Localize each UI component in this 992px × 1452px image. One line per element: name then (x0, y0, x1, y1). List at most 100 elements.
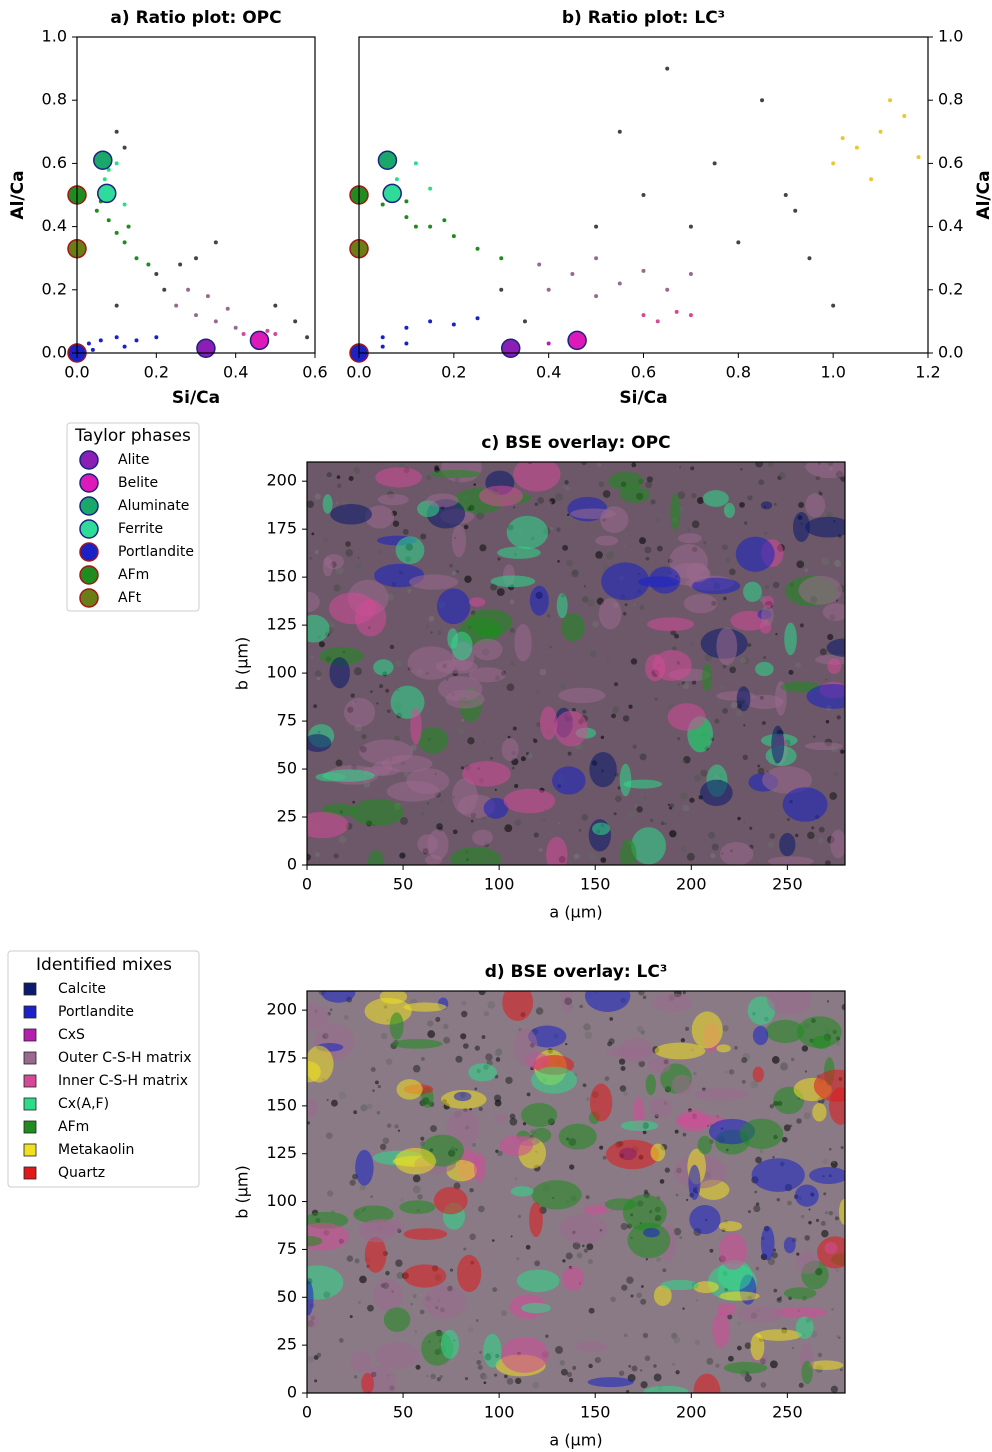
phase-region (712, 1311, 730, 1348)
chart-title: c) BSE overlay: OPC (481, 433, 670, 453)
bse-speckle (632, 1365, 638, 1371)
bse-speckle (679, 1236, 682, 1239)
bse-speckle (640, 753, 647, 760)
bse-speckle (639, 537, 646, 544)
bse-speckle (633, 603, 636, 606)
bse-speckle (729, 568, 736, 575)
phase-region (752, 1158, 805, 1192)
data-point (841, 136, 845, 140)
y-tick-label: 1.0 (938, 27, 963, 46)
bse-speckle (359, 1276, 367, 1284)
bse-speckle (367, 1305, 374, 1312)
data-point (594, 256, 598, 260)
data-point (656, 319, 660, 323)
bse-speckle (495, 1050, 502, 1057)
bse-speckle (700, 770, 707, 777)
phase-region (689, 1205, 720, 1234)
bse-speckle (464, 525, 468, 529)
phase-region (644, 1386, 689, 1397)
legend-label: Alite (118, 452, 149, 468)
bse-speckle (479, 1351, 482, 1354)
phase-region (375, 1342, 420, 1369)
bse-speckle (834, 560, 841, 567)
phase-region (323, 494, 333, 513)
bse-speckle (387, 709, 390, 712)
bse-speckle (511, 1235, 513, 1237)
bse-speckle (461, 1011, 467, 1017)
phase-region (557, 593, 568, 618)
bse-speckle (474, 1087, 477, 1090)
bse-speckle (767, 841, 774, 848)
bse-speckle (440, 800, 444, 804)
phase-region (746, 695, 784, 709)
y-tick-label: 125 (266, 1143, 297, 1162)
bse-speckle (549, 787, 553, 791)
phase-region (479, 486, 523, 507)
bse-speckle (420, 534, 426, 540)
bse-speckle (637, 1026, 643, 1032)
bse-speckle (421, 812, 425, 816)
figure: a) Ratio plot: OPC0.00.20.40.60.00.20.40… (0, 0, 992, 1452)
bse-speckle (653, 1364, 657, 1368)
y-axis-label: Al/Ca (974, 170, 992, 219)
bse-speckle (476, 1360, 481, 1365)
phase-marker (98, 184, 116, 202)
bse-speckle (665, 823, 667, 825)
legend-label: Calcite (58, 981, 106, 997)
bse-speckle (770, 1104, 774, 1108)
legend-label: AFm (58, 1119, 89, 1135)
bse-speckle (581, 814, 588, 821)
y-tick-label: 175 (266, 1048, 297, 1067)
phase-region (560, 1214, 607, 1244)
legend-title: Identified mixes (36, 955, 172, 975)
bse-speckle (645, 481, 652, 488)
bse-speckle (497, 1151, 503, 1157)
phase-region (501, 1337, 549, 1373)
bse-speckle (513, 506, 515, 508)
phase-region (497, 547, 541, 559)
bse-speckle (345, 549, 353, 557)
data-point (206, 294, 210, 298)
phase-region (672, 1075, 693, 1095)
bse-speckle (631, 658, 637, 664)
data-point (428, 187, 432, 191)
legend-label: Cx(A,F) (58, 1096, 109, 1112)
phase-region (441, 1330, 459, 1359)
bse-speckle (825, 678, 827, 680)
phase-region (521, 1303, 551, 1313)
phase-region (694, 1088, 748, 1101)
phase-region (620, 764, 632, 797)
bse-speckle (779, 472, 786, 479)
bse-speckle (728, 1356, 734, 1362)
phase-region (700, 780, 733, 806)
bse-speckle (449, 564, 453, 568)
bse-speckle (555, 1346, 563, 1354)
y-axis-label: b (µm) (233, 1165, 252, 1219)
bse-speckle (387, 1123, 392, 1128)
bse-speckle (624, 1333, 628, 1337)
bse-speckle (823, 1192, 826, 1195)
phase-region (761, 501, 772, 509)
bse-speckle (743, 724, 745, 726)
phase-region (809, 1167, 848, 1184)
phase-region (396, 536, 425, 564)
bse-speckle (838, 1337, 840, 1339)
bse-speckle (747, 495, 752, 500)
bse-speckle (526, 1245, 531, 1250)
x-tick-label: 200 (676, 875, 707, 894)
bse-speckle (708, 832, 715, 839)
bse-speckle (430, 1374, 436, 1380)
data-point (404, 199, 408, 203)
phase-region (592, 823, 610, 835)
bse-speckle (504, 824, 512, 832)
data-point (174, 304, 178, 308)
bse-speckle (689, 798, 694, 803)
bse-speckle (740, 468, 743, 471)
y-tick-label: 0 (287, 1383, 297, 1402)
bse-speckle (403, 529, 409, 535)
bse-speckle (469, 1188, 473, 1192)
legend-label: Quartz (58, 1165, 105, 1181)
bse-speckle (333, 584, 340, 591)
data-point (547, 342, 551, 346)
x-tick-label: 100 (484, 875, 515, 894)
